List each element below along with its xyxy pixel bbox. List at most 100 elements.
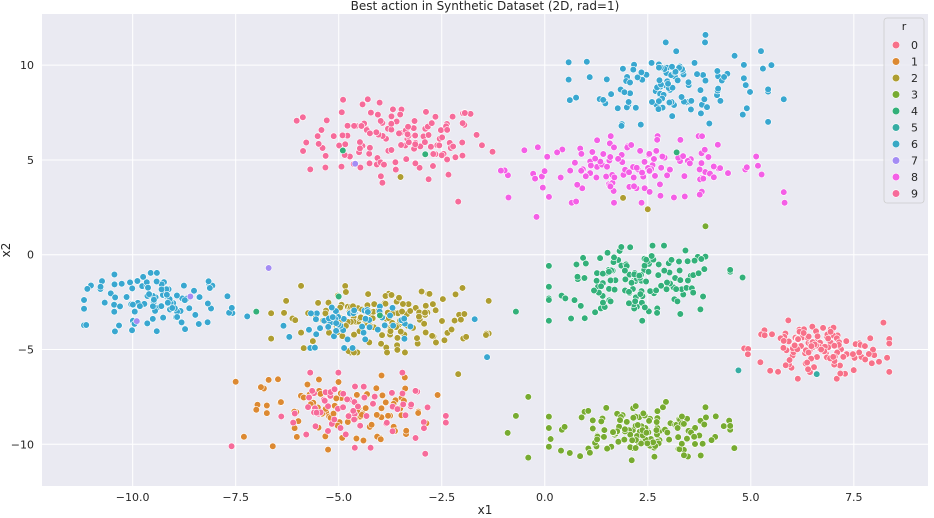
scatter-point bbox=[739, 110, 747, 119]
scatter-point bbox=[808, 322, 816, 331]
scatter-point bbox=[223, 292, 232, 300]
scatter-point bbox=[697, 451, 705, 460]
scatter-point bbox=[462, 333, 470, 341]
scatter-point bbox=[726, 266, 734, 274]
scatter-point bbox=[330, 385, 339, 393]
scatter-point bbox=[277, 398, 285, 406]
scatter-point bbox=[764, 118, 772, 126]
scatter-point bbox=[338, 131, 347, 140]
scatter-point bbox=[460, 310, 468, 318]
scatter-point bbox=[625, 98, 633, 106]
scatter-point bbox=[813, 332, 822, 340]
scatter-point bbox=[411, 140, 419, 148]
scatter-point bbox=[442, 418, 450, 427]
scatter-point bbox=[597, 417, 605, 426]
scatter-point bbox=[582, 172, 590, 180]
scatter-point bbox=[545, 193, 553, 201]
legend-title: r bbox=[902, 20, 907, 33]
scatter-point bbox=[676, 266, 684, 275]
scatter-point bbox=[82, 321, 90, 329]
scatter-point bbox=[404, 123, 412, 131]
scatter-point bbox=[700, 420, 708, 429]
scatter-point bbox=[813, 370, 821, 378]
scatter-point bbox=[674, 433, 682, 441]
scatter-point bbox=[701, 222, 710, 230]
scatter-point bbox=[416, 164, 424, 172]
scatter-point bbox=[386, 311, 394, 320]
scatter-point bbox=[307, 309, 315, 318]
scatter-point bbox=[344, 412, 353, 420]
scatter-point bbox=[401, 411, 410, 419]
scatter-point bbox=[393, 346, 401, 354]
scatter-point bbox=[398, 389, 407, 398]
scatter-point bbox=[350, 331, 358, 339]
scatter-point bbox=[377, 371, 386, 380]
scatter-point bbox=[648, 242, 657, 250]
scatter-point bbox=[673, 148, 681, 156]
scatter-point bbox=[133, 277, 141, 285]
scatter-point bbox=[730, 52, 739, 60]
scatter-point bbox=[696, 165, 704, 174]
scatter-point bbox=[861, 342, 869, 350]
scatter-point bbox=[610, 285, 619, 294]
scatter-point bbox=[655, 64, 663, 72]
scatter-point bbox=[360, 393, 368, 402]
scatter-point bbox=[653, 418, 661, 426]
scatter-point bbox=[625, 299, 633, 307]
scatter-point bbox=[128, 326, 136, 334]
scatter-point bbox=[362, 412, 371, 420]
scatter-point bbox=[674, 76, 682, 84]
scatter-point bbox=[638, 317, 646, 325]
scatter-point bbox=[647, 59, 656, 67]
scatter-point bbox=[702, 413, 710, 421]
scatter-point bbox=[153, 277, 161, 286]
x-tick-label: −10.0 bbox=[116, 491, 150, 504]
scatter-point bbox=[794, 375, 802, 383]
scatter-point bbox=[588, 148, 596, 156]
scatter-point bbox=[110, 270, 119, 279]
scatter-point bbox=[577, 302, 585, 310]
scatter-point bbox=[191, 311, 199, 319]
scatter-point bbox=[431, 113, 440, 121]
scatter-point bbox=[819, 324, 827, 332]
scatter-point bbox=[128, 284, 136, 292]
scatter-point bbox=[359, 328, 368, 337]
scatter-point bbox=[282, 297, 290, 305]
scatter-point bbox=[829, 353, 837, 361]
scatter-point bbox=[539, 183, 547, 192]
scatter-point bbox=[830, 342, 838, 350]
scatter-point bbox=[421, 138, 429, 146]
scatter-point bbox=[374, 111, 382, 119]
scatter-point bbox=[623, 418, 631, 426]
scatter-point bbox=[150, 296, 158, 304]
scatter-point bbox=[631, 297, 639, 305]
scatter-point bbox=[524, 453, 532, 462]
scatter-point bbox=[314, 132, 322, 140]
x-tick-label: −5.0 bbox=[325, 491, 352, 504]
scatter-point bbox=[577, 167, 585, 175]
scatter-point bbox=[626, 243, 634, 251]
scatter-point bbox=[645, 417, 653, 425]
x-tick-label: 5.0 bbox=[742, 491, 760, 504]
legend-label: 0 bbox=[911, 39, 918, 52]
scatter-point bbox=[458, 138, 466, 147]
scatter-point bbox=[110, 280, 119, 288]
scatter-point bbox=[342, 288, 350, 296]
scatter-point bbox=[689, 289, 697, 297]
scatter-point bbox=[780, 95, 788, 103]
scatter-point bbox=[627, 141, 635, 149]
scatter-point bbox=[644, 268, 653, 276]
scatter-point bbox=[633, 164, 641, 172]
scatter-point bbox=[576, 452, 584, 460]
scatter-point bbox=[603, 75, 611, 83]
scatter-point bbox=[421, 450, 429, 458]
scatter-point bbox=[356, 422, 364, 430]
scatter-point bbox=[482, 331, 490, 339]
scatter-point bbox=[642, 256, 650, 264]
scatter-point bbox=[663, 171, 671, 179]
scatter-point bbox=[630, 182, 638, 190]
scatter-point bbox=[350, 306, 358, 315]
scatter-point bbox=[252, 308, 260, 316]
scatter-point bbox=[707, 436, 716, 444]
scatter-point bbox=[136, 302, 144, 310]
